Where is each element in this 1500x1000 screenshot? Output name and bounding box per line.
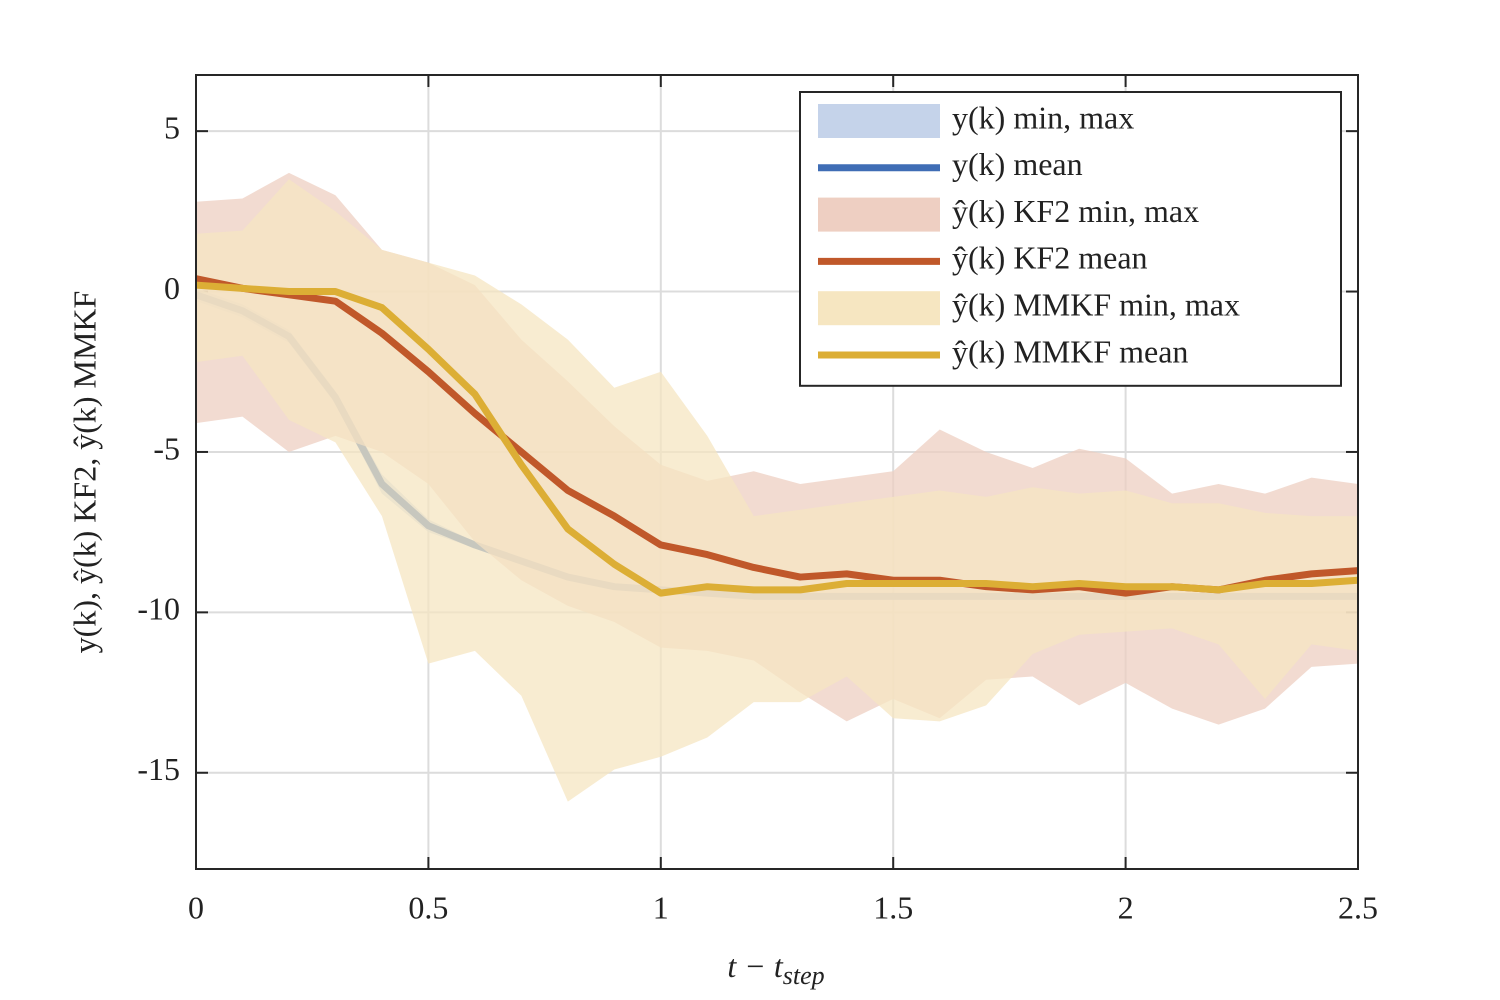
x-tick-label: 0.5 bbox=[408, 889, 448, 925]
x-tick-label: 0 bbox=[188, 889, 204, 925]
y-tick-label: 5 bbox=[164, 109, 180, 145]
x-label-main: t − t bbox=[727, 948, 783, 984]
legend-label: ŷ(k) KF2 mean bbox=[952, 240, 1148, 276]
x-tick-label: 1 bbox=[653, 889, 669, 925]
legend-swatch bbox=[818, 197, 940, 232]
legend-label: y(k) mean bbox=[952, 146, 1083, 182]
band bbox=[196, 179, 1358, 802]
y-axis-label: y(k), ŷ(k) KF2, ŷ(k) MMKF bbox=[66, 291, 102, 654]
legend-label: ŷ(k) MMKF min, max bbox=[952, 287, 1240, 323]
legend-label: y(k) min, max bbox=[952, 99, 1134, 135]
legend-swatch bbox=[818, 104, 940, 138]
axes-box bbox=[195, 74, 1359, 870]
y-tick-label: -15 bbox=[137, 751, 180, 787]
y-tick-label: -10 bbox=[137, 591, 180, 627]
x-tick-label: 2 bbox=[1118, 889, 1134, 925]
y-tick-label: -5 bbox=[153, 430, 180, 466]
legend-label: ŷ(k) KF2 min, max bbox=[952, 193, 1199, 229]
legend-swatch bbox=[818, 291, 940, 326]
line bbox=[196, 281, 1358, 597]
x-axis-label: t − tstep bbox=[727, 948, 824, 990]
x-tick-label: 2.5 bbox=[1338, 889, 1378, 925]
plot-layer bbox=[196, 172, 1358, 802]
x-label-sub: step bbox=[783, 961, 825, 990]
x-tick-label: 1.5 bbox=[873, 889, 913, 925]
y-tick-label: 0 bbox=[164, 270, 180, 306]
legend-label: ŷ(k) MMKF mean bbox=[952, 333, 1188, 369]
legend-box bbox=[799, 91, 1342, 387]
